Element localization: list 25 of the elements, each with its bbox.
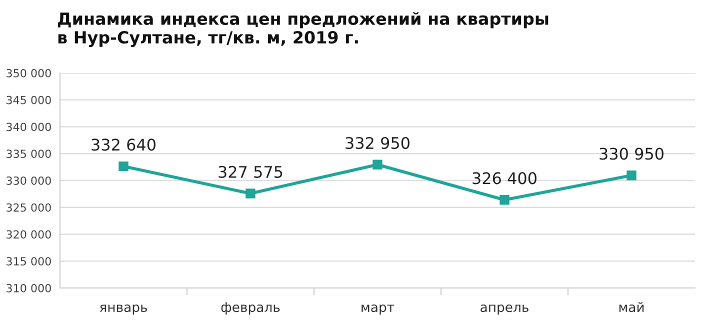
x-tick-label: февраль [221, 302, 280, 315]
y-tick-label: 350 000 [6, 68, 51, 78]
x-tick-label: март [362, 304, 394, 315]
point [118, 161, 128, 172]
y-tick-label: 330 000 [6, 176, 51, 185]
point [372, 160, 382, 170]
x-tick-label: апрель [480, 304, 528, 315]
y-tick-label: 325 000 [6, 203, 51, 212]
y-tick-label: 310 000 [6, 284, 51, 292]
point [626, 170, 636, 180]
y-tick-label: 315 000 [6, 257, 51, 266]
data-label: 327 575 [218, 166, 282, 178]
data-label: 326 400 [472, 172, 536, 184]
data-label: 332 950 [346, 136, 410, 150]
y-tick-label: 345 000 [6, 96, 51, 104]
x-tick-label: май [619, 302, 644, 312]
y-tick-label: 335 000 [6, 150, 51, 158]
y-tick-label: 340 000 [6, 122, 51, 132]
point [500, 194, 510, 205]
chart-title: Динамика индекса цен предложений на квартиры в Нур-Султане, тг/кв. м, 2019 г. [58, 12, 548, 47]
data-label: 330 950 [600, 148, 664, 160]
data-label: 332 640 [92, 138, 156, 151]
y-tick-label: 320 000 [6, 230, 51, 239]
x-tick-label: январь [100, 304, 148, 315]
point [246, 188, 256, 198]
